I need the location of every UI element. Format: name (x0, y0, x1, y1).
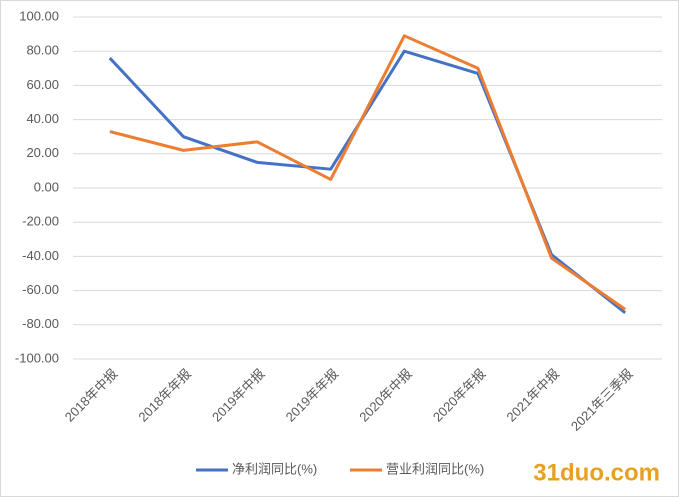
series-line (109, 34, 627, 311)
y-tick-label: 100.00 (19, 8, 59, 23)
y-tick-label: -80.00 (22, 316, 59, 331)
y-tick-label: -20.00 (22, 214, 59, 229)
y-tick-label: 80.00 (26, 43, 59, 58)
legend-label: 营业利润同比(%) (386, 461, 484, 476)
y-tick-label: 20.00 (26, 145, 59, 160)
watermark: 31duo.com (533, 459, 660, 486)
y-tick-label: 0.00 (34, 179, 59, 194)
y-tick-label: -60.00 (22, 282, 59, 297)
y-tick-label: -100.00 (15, 350, 59, 365)
y-tick-label: -40.00 (22, 248, 59, 263)
legend-label: 净利润同比(%) (232, 461, 317, 476)
y-tick-label: 40.00 (26, 111, 59, 126)
y-tick-label: 60.00 (26, 77, 59, 92)
